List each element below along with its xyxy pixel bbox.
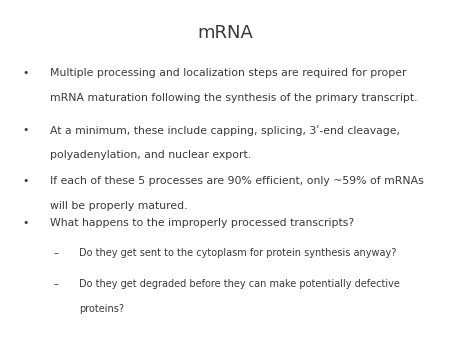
Text: Do they get degraded before they can make potentially defective: Do they get degraded before they can mak… xyxy=(79,279,400,289)
Text: Do they get sent to the cytoplasm for protein synthesis anyway?: Do they get sent to the cytoplasm for pr… xyxy=(79,248,396,259)
Text: polyadenylation, and nuclear export.: polyadenylation, and nuclear export. xyxy=(50,150,251,161)
Text: •: • xyxy=(22,176,29,186)
Text: mRNA maturation following the synthesis of the primary transcript.: mRNA maturation following the synthesis … xyxy=(50,93,417,103)
Text: will be properly matured.: will be properly matured. xyxy=(50,201,187,211)
Text: •: • xyxy=(22,68,29,78)
Text: mRNA: mRNA xyxy=(197,24,253,42)
Text: At a minimum, these include capping, splicing, 3ʹ-end cleavage,: At a minimum, these include capping, spl… xyxy=(50,125,400,136)
Text: Multiple processing and localization steps are required for proper: Multiple processing and localization ste… xyxy=(50,68,406,78)
Text: •: • xyxy=(22,125,29,135)
Text: –: – xyxy=(54,279,59,289)
Text: What happens to the improperly processed transcripts?: What happens to the improperly processed… xyxy=(50,218,354,228)
Text: •: • xyxy=(22,218,29,228)
Text: proteins?: proteins? xyxy=(79,304,124,314)
Text: –: – xyxy=(54,248,59,259)
Text: If each of these 5 processes are 90% efficient, only ~59% of mRNAs: If each of these 5 processes are 90% eff… xyxy=(50,176,423,186)
